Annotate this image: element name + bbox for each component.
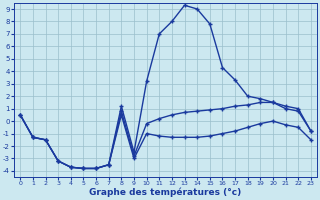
X-axis label: Graphe des températures (°c): Graphe des températures (°c) xyxy=(90,188,242,197)
